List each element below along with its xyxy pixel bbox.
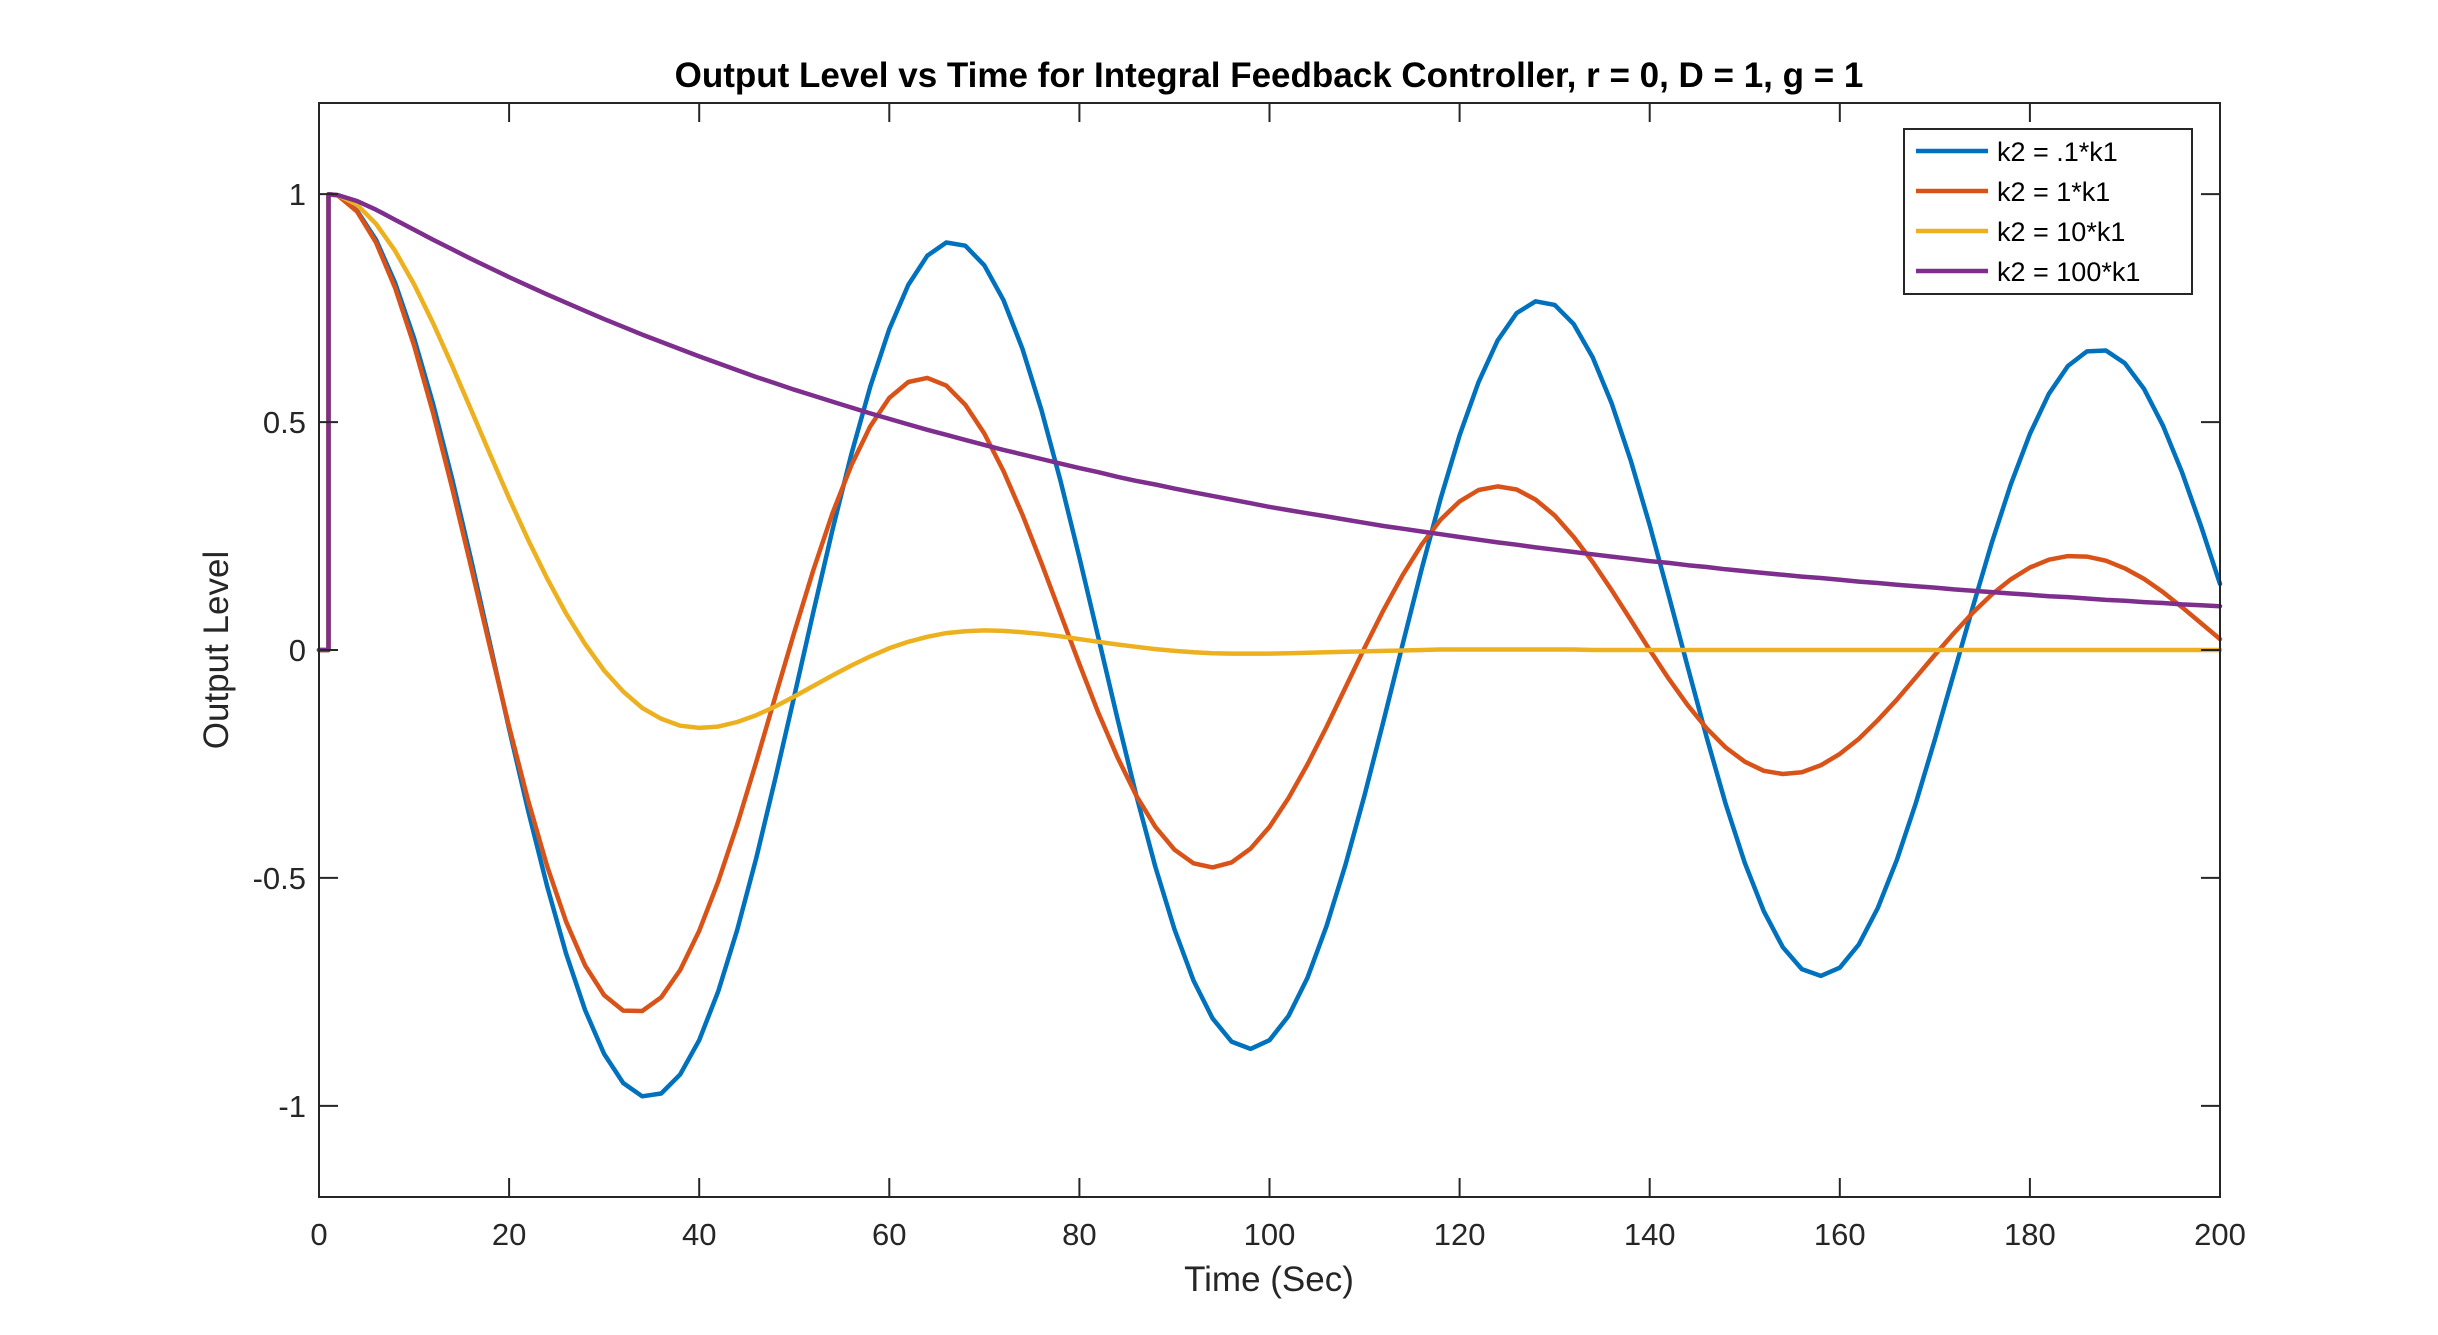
x-tick-label: 0 (310, 1217, 327, 1252)
x-tick-label: 80 (1062, 1217, 1096, 1252)
y-tick-label: 0.5 (263, 405, 306, 440)
series-line-2 (316, 191, 2223, 1014)
x-tick-label: 40 (682, 1217, 716, 1252)
y-axis-ticks: -1 -0.5 0 0.5 1 (253, 177, 2220, 1124)
series-line-4 (316, 191, 2223, 653)
legend-box (1903, 128, 2193, 295)
x-axis-ticks: 0 20 40 60 80 100 120 140 160 180 200 (310, 103, 2246, 1252)
series-lines (316, 191, 2223, 1099)
y-tick-label: -0.5 (253, 861, 306, 896)
y-axis-label: Output Level (197, 551, 236, 749)
series-line-3 (316, 191, 2223, 731)
y-tick-label: 0 (289, 633, 306, 668)
x-tick-label: 200 (2194, 1217, 2246, 1252)
legend-label-3: k2 = 10*k1 (1997, 217, 2125, 247)
x-axis-label: Time (Sec) (1184, 1260, 1354, 1299)
legend-label-4: k2 = 100*k1 (1997, 257, 2140, 287)
series-line-1 (316, 191, 2223, 1099)
x-tick-label: 160 (1814, 1217, 1866, 1252)
legend: k2 = .1*k1 k2 = 1*k1 k2 = 10*k1 k2 = 100*k1 (1903, 128, 2193, 295)
legend-label-1: k2 = .1*k1 (1997, 137, 2118, 167)
x-tick-label: 20 (492, 1217, 526, 1252)
x-tick-label: 100 (1244, 1217, 1296, 1252)
x-tick-label: 180 (2004, 1217, 2056, 1252)
y-tick-label: -1 (278, 1089, 306, 1124)
chart-title: Output Level vs Time for Integral Feedba… (675, 56, 1864, 95)
y-tick-label: 1 (289, 177, 306, 212)
x-tick-label: 60 (872, 1217, 906, 1252)
x-tick-label: 140 (1624, 1217, 1676, 1252)
x-tick-label: 120 (1434, 1217, 1486, 1252)
legend-label-2: k2 = 1*k1 (1997, 177, 2110, 207)
